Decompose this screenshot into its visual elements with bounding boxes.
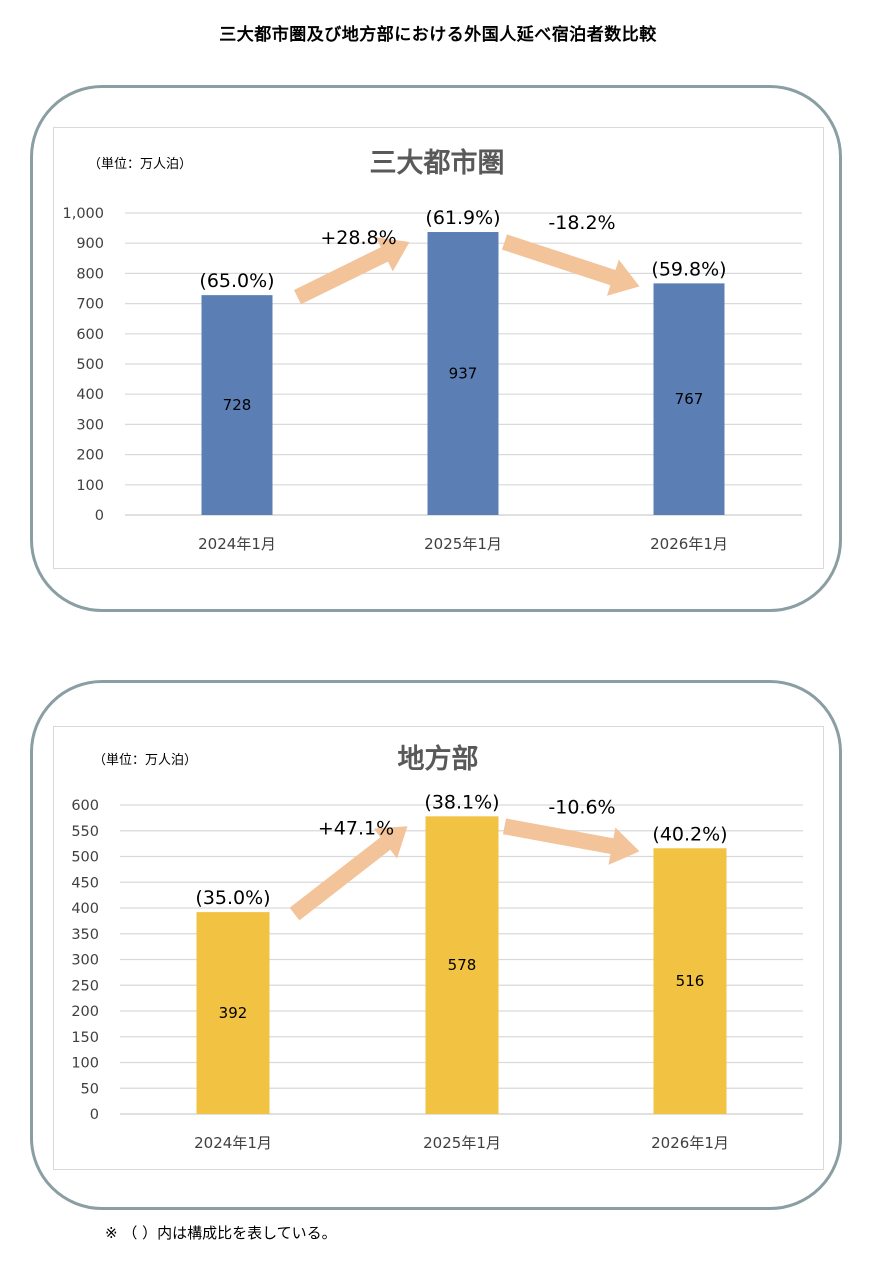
regional-y-tick-label: 550 (71, 824, 99, 840)
regional-chart-title: 地方部 (398, 743, 479, 775)
metro-change-label: -18.2% (548, 212, 615, 234)
metro-share-label: (59.8%) (651, 258, 726, 280)
regional-y-tick-label: 400 (71, 901, 99, 917)
metro-change-arrows: +28.8% -18.2% (294, 212, 640, 305)
regional-y-tick-label: 0 (90, 1107, 99, 1123)
metro-y-tick-label: 400 (76, 387, 104, 403)
metro-x-category-label: 2025年1月 (424, 535, 502, 553)
metro-bar-value-label: 937 (449, 365, 478, 383)
regional-y-axis: 0 50 100 150 200 250 300 350 400 450 500 550 600 (71, 798, 99, 1123)
metro-bar-value-label: 728 (223, 396, 252, 414)
regional-y-tick-label: 300 (71, 953, 99, 969)
metro-bar-value-label: 767 (675, 390, 704, 408)
metro-y-tick-label: 200 (76, 448, 104, 464)
metro-x-axis: 2024年1月 2025年1月 2026年1月 (198, 535, 728, 553)
metro-share-label: (65.0%) (199, 270, 274, 292)
regional-change-label: -10.6% (548, 796, 615, 818)
metro-y-tick-label: 700 (76, 297, 104, 313)
metro-x-category-label: 2024年1月 (198, 535, 276, 553)
regional-increase-arrow (289, 826, 408, 921)
metro-increase-arrow (294, 237, 410, 305)
regional-x-axis: 2024年1月 2025年1月 2026年1月 (194, 1134, 729, 1152)
regional-share-label: (40.2%) (652, 823, 727, 845)
regional-bar (653, 848, 727, 1114)
footnote: ※ （ ）内は構成比を表している。 (105, 1224, 337, 1242)
metro-y-tick-label: 800 (76, 266, 104, 282)
metro-unit-label: （単位：万人泊） (88, 156, 192, 172)
regional-share-label: (38.1%) (424, 791, 499, 813)
regional-bar (425, 816, 499, 1114)
regional-y-tick-label: 500 (71, 850, 99, 866)
metro-y-tick-label: 600 (76, 327, 104, 343)
regional-share-label: (35.0%) (195, 887, 270, 909)
regional-bar (196, 912, 270, 1114)
regional-change-arrows: +47.1% -10.6% (289, 796, 640, 921)
regional-x-category-label: 2025年1月 (423, 1134, 501, 1152)
metro-y-tick-label: 900 (76, 236, 104, 252)
regional-bars: 392 (35.0%) 578 (38.1%) 516 (40.2%) (195, 791, 728, 1114)
regional-bar-value-label: 392 (219, 1004, 248, 1022)
metro-y-tick-label: 0 (95, 508, 104, 524)
regional-y-tick-label: 200 (71, 1004, 99, 1020)
metro-y-tick-label: 300 (76, 417, 104, 433)
metro-y-tick-label: 100 (76, 478, 104, 494)
regional-bar-value-label: 516 (676, 972, 705, 990)
regional-y-tick-label: 150 (71, 1030, 99, 1046)
metro-decrease-arrow (502, 234, 640, 296)
metro-y-axis: 0 100 200 300 400 500 600 700 800 900 1,000 (62, 206, 104, 524)
metro-x-category-label: 2026年1月 (650, 535, 728, 553)
regional-bar-value-label: 578 (448, 956, 477, 974)
regional-y-tick-label: 350 (71, 927, 99, 943)
regional-y-tick-label: 100 (71, 1056, 99, 1072)
regional-y-tick-label: 600 (71, 798, 99, 814)
metro-share-label: (61.9%) (425, 207, 500, 229)
metro-chart-title: 三大都市圏 (370, 147, 505, 179)
regional-y-tick-label: 450 (71, 875, 99, 891)
metro-bar (427, 232, 499, 515)
metro-chart: （単位：万人泊） 三大都市圏 0 100 200 300 400 500 600 700 800… (62, 147, 802, 553)
regional-chart: （単位：万人泊） 地方部 0 50 100 150 200 250 300 350 400 450… (71, 743, 803, 1152)
regional-decrease-arrow (503, 818, 640, 865)
regional-y-tick-label: 250 (71, 978, 99, 994)
regional-x-category-label: 2026年1月 (651, 1134, 729, 1152)
metro-bar (201, 295, 273, 515)
regional-y-tick-label: 50 (81, 1081, 99, 1097)
metro-bar (653, 283, 725, 515)
regional-unit-label: （単位：万人泊） (93, 752, 197, 768)
regional-change-label: +47.1% (318, 817, 394, 839)
metro-bars: 728 (65.0%) 937 (61.9%) 767 (59.8%) (199, 207, 727, 515)
page-title: 三大都市圏及び地方部における外国人延べ宿泊者数比較 (219, 25, 657, 45)
metro-y-tick-label: 500 (76, 357, 104, 373)
metro-y-tick-label: 1,000 (62, 206, 104, 222)
regional-x-category-label: 2024年1月 (194, 1134, 272, 1152)
metro-change-label: +28.8% (320, 227, 396, 249)
